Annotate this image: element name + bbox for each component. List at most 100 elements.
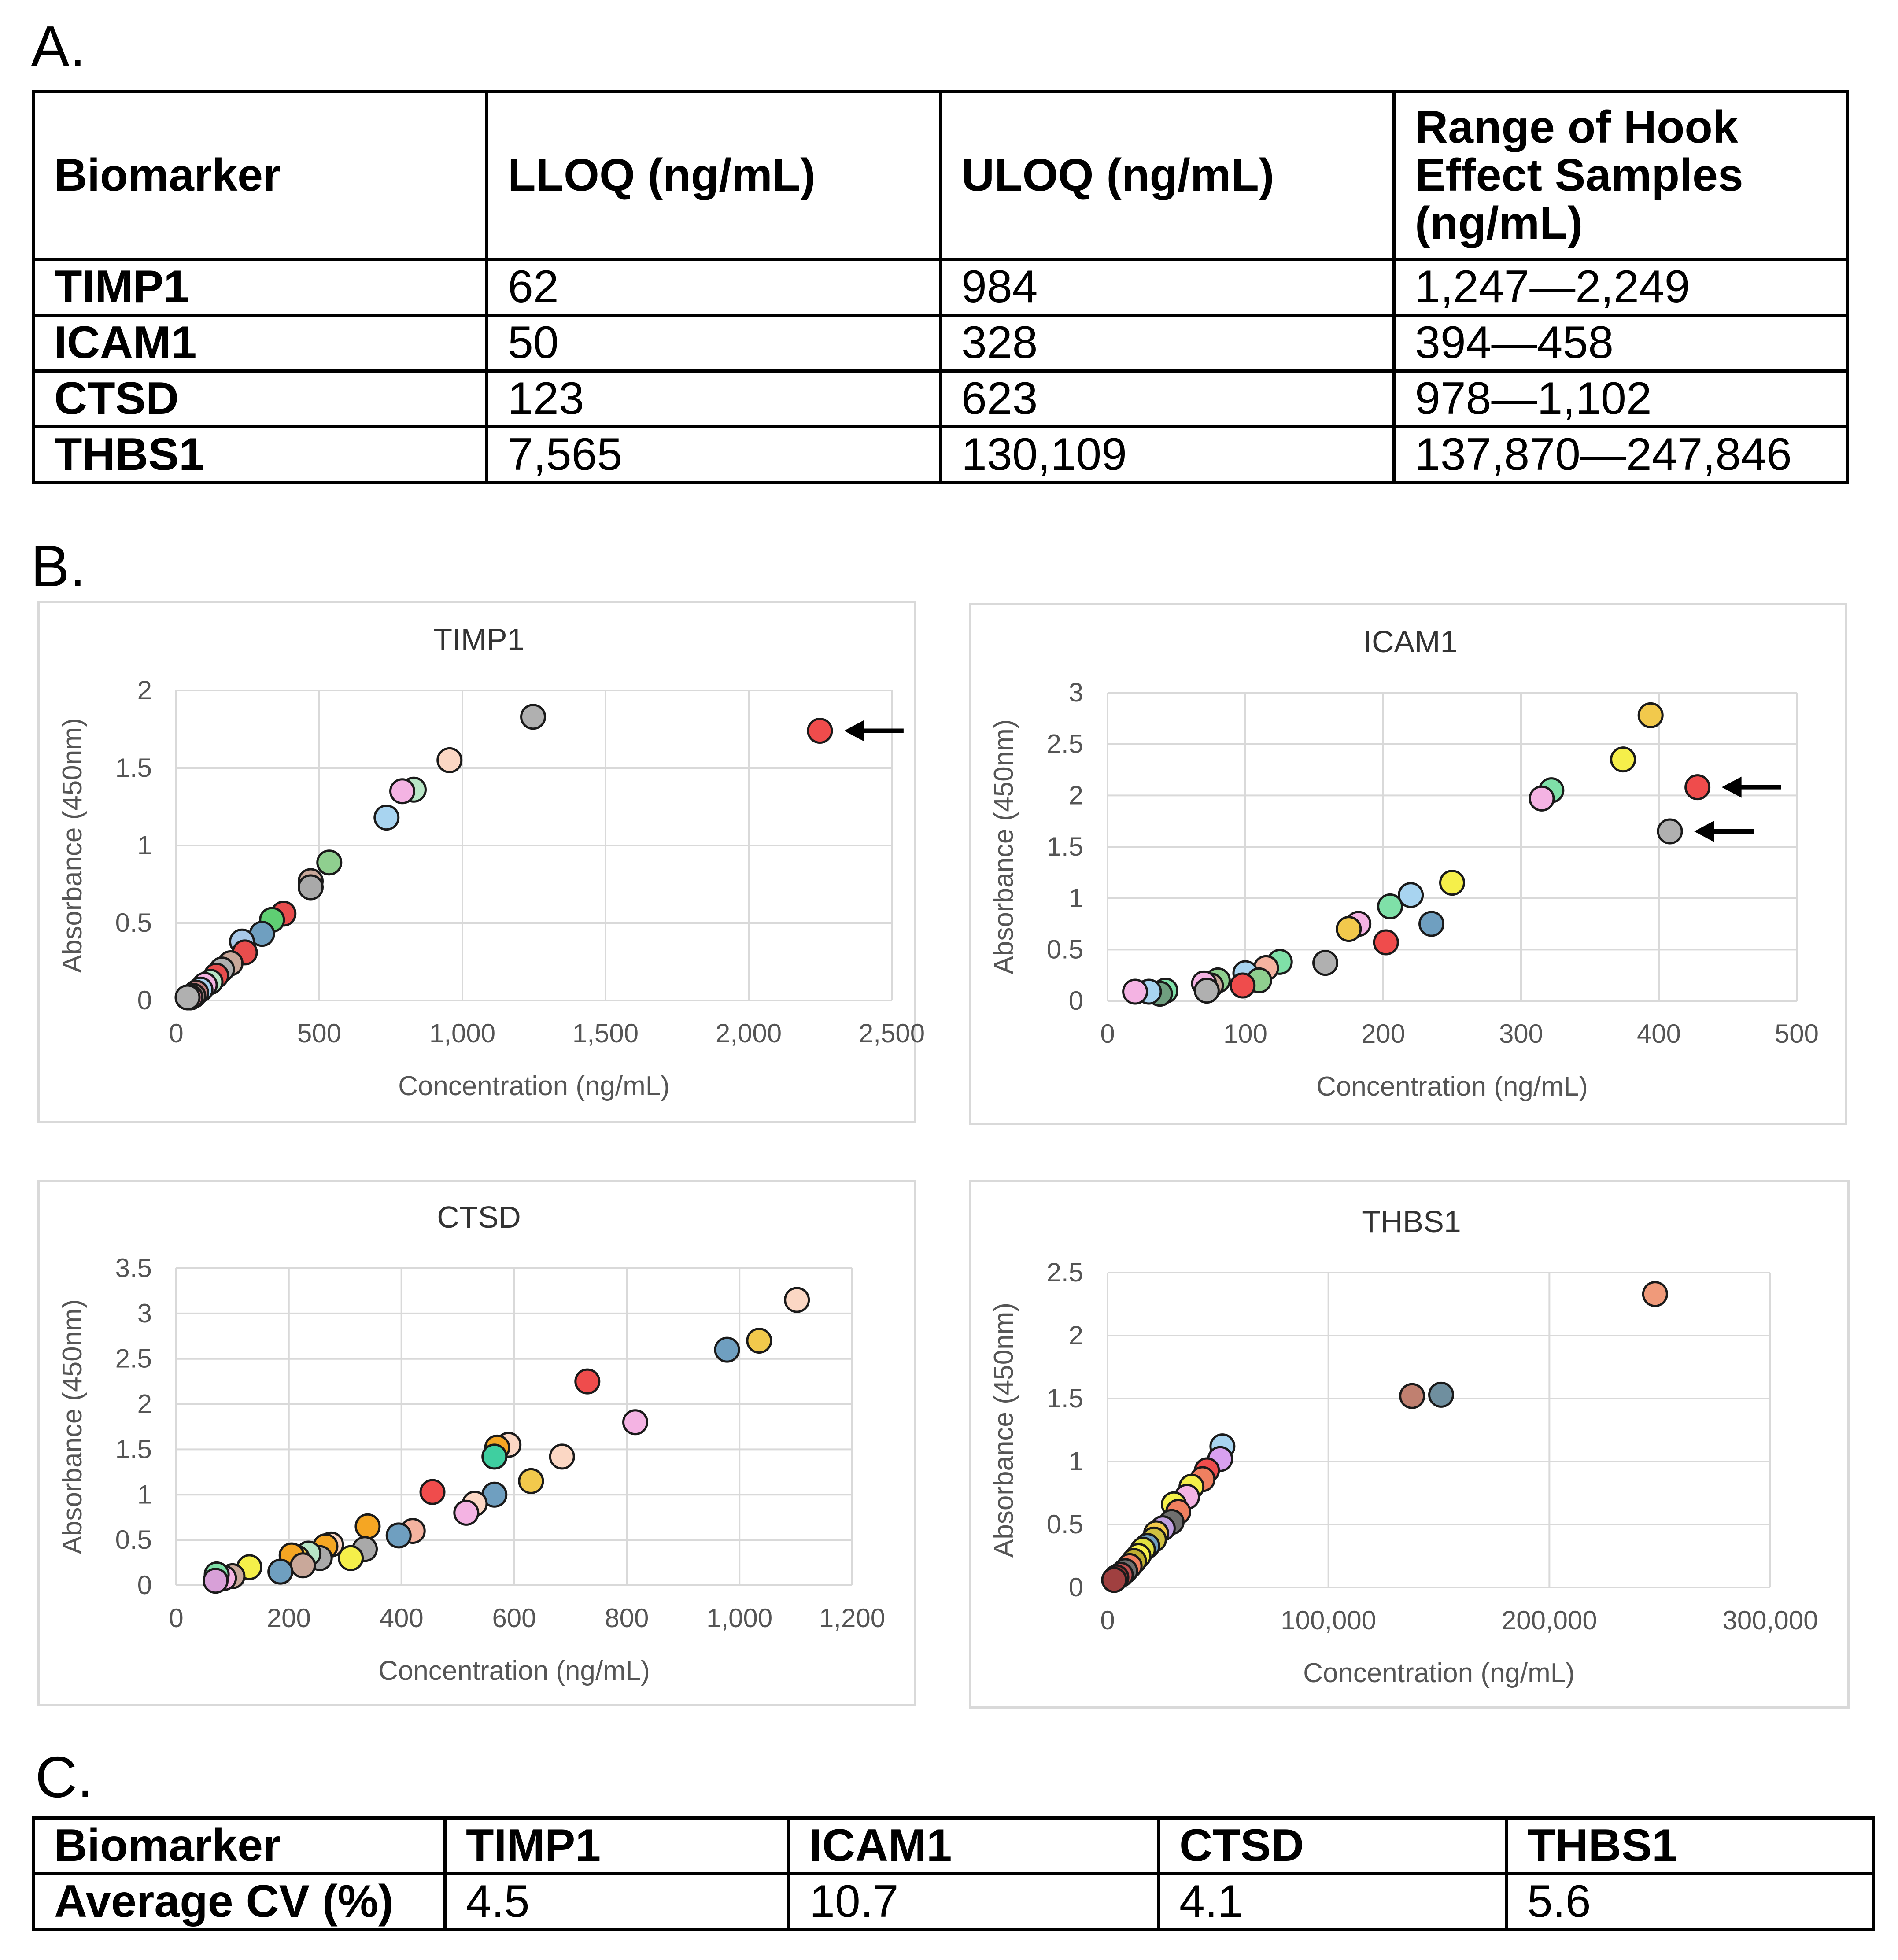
y-tick-label: 2.5 xyxy=(1047,729,1083,759)
x-tick-label: 100 xyxy=(1223,1019,1267,1048)
chart-timp1: TIMP1 0 0.5 1 1.5 2 0 500 1,000 1,500 2,000 2,500 Co… xyxy=(57,622,925,1101)
y-tick-label: 1.5 xyxy=(1047,1384,1083,1413)
data-point xyxy=(1193,978,1220,1004)
data-point xyxy=(419,1479,446,1505)
x-tick-label: 1,000 xyxy=(706,1603,772,1633)
cell-hook-range: 394—458 xyxy=(1392,314,1849,373)
y-tick-label: 0.5 xyxy=(115,1525,152,1554)
cell-biomarker: THBS1 xyxy=(32,425,488,484)
y-tick-label: 2 xyxy=(137,1389,152,1419)
cell-lloq: 50 xyxy=(485,314,942,373)
data-point xyxy=(784,1287,810,1313)
chart-title: THBS1 xyxy=(1362,1204,1461,1239)
x-tick-label: 0 xyxy=(169,1603,183,1633)
header-biomarker: Biomarker xyxy=(32,90,488,261)
data-point xyxy=(1684,774,1711,801)
table-row: Average CV (%) 4.5 10.7 4.1 5.6 xyxy=(32,1872,1875,1931)
data-point xyxy=(1312,950,1339,976)
cell-uloq: 984 xyxy=(939,258,1396,317)
x-tick-label: 200 xyxy=(1361,1019,1405,1048)
y-axis-label: Absorbance (450nm) xyxy=(989,1303,1019,1558)
data-point xyxy=(1377,893,1403,919)
cell-lloq: 7,565 xyxy=(485,425,942,484)
data-point xyxy=(518,1468,544,1494)
y-tick-label: 2.5 xyxy=(115,1344,152,1373)
data-point xyxy=(714,1336,740,1363)
y-tick-label: 0 xyxy=(1069,1572,1083,1602)
x-tick-label: 400 xyxy=(1637,1019,1681,1048)
y-tick-label: 1 xyxy=(137,1480,152,1509)
x-axis-label: Concentration (ng/mL) xyxy=(1303,1658,1575,1688)
data-point xyxy=(373,805,400,831)
y-axis-label: Absorbance (450nm) xyxy=(989,720,1019,974)
table-row: ICAM1 50 328 394—458 xyxy=(32,314,1849,373)
cell-biomarker: ICAM1 xyxy=(32,314,488,373)
x-tick-label: 1,500 xyxy=(572,1019,639,1048)
y-tick-label: 2 xyxy=(1069,1321,1083,1350)
chart-ctsd: CTSD 0 0.5 1 1.5 2 2.5 3 3.5 0 200 400 600 800 1,000 1,… xyxy=(57,1200,885,1686)
cv-value-ctsd: 4.1 xyxy=(1157,1872,1508,1931)
cell-biomarker: TIMP1 xyxy=(32,258,488,317)
data-point xyxy=(807,718,833,744)
chart-thbs1: THBS1 0 0.5 1 1.5 2 2.5 0 100,000 200,000 300,000 C… xyxy=(989,1204,1818,1688)
y-tick-label: 0 xyxy=(137,986,152,1015)
section-a-label: A. xyxy=(31,14,86,79)
x-tick-label: 1,200 xyxy=(819,1603,885,1633)
chart-panel-icam1: ICAM1 0 0.5 1 1.5 2 2.5 3 0 100 200 300 400 500 Concen… xyxy=(969,603,1847,1125)
cv-value-icam1: 10.7 xyxy=(787,1872,1160,1931)
cell-uloq: 623 xyxy=(939,369,1396,428)
data-point xyxy=(481,1443,508,1470)
hook-effect-arrow-icon xyxy=(1694,821,1754,842)
y-tick-label: 3.5 xyxy=(115,1253,152,1283)
y-tick-label: 2 xyxy=(1069,780,1083,810)
data-point xyxy=(203,1568,229,1594)
cell-biomarker: CTSD xyxy=(32,369,488,428)
chart-title: CTSD xyxy=(437,1200,521,1234)
y-axis-label: Absorbance (450nm) xyxy=(57,1299,88,1554)
limits-table: Biomarker LLOQ (ng/mL) ULOQ (ng/mL) Rang… xyxy=(32,90,1849,484)
data-point xyxy=(1439,870,1465,896)
data-point xyxy=(1529,785,1555,812)
chart-panel-ctsd: CTSD 0 0.5 1 1.5 2 2.5 3 3.5 0 200 400 600 800 1,000 1,… xyxy=(37,1180,916,1706)
data-point xyxy=(746,1328,772,1354)
x-tick-label: 200,000 xyxy=(1502,1606,1597,1635)
cv-header-timp1: TIMP1 xyxy=(443,1816,790,1875)
data-point xyxy=(354,1513,381,1539)
x-tick-label: 100,000 xyxy=(1281,1606,1376,1635)
chart-title: TIMP1 xyxy=(433,622,524,657)
cv-value-timp1: 4.5 xyxy=(443,1872,790,1931)
data-point xyxy=(1610,746,1636,773)
cell-lloq: 62 xyxy=(485,258,942,317)
data-point xyxy=(338,1545,364,1571)
y-tick-label: 1 xyxy=(1069,883,1083,913)
x-tick-label: 500 xyxy=(1775,1019,1819,1048)
y-tick-label: 1.5 xyxy=(115,1434,152,1464)
data-point xyxy=(1399,1383,1425,1409)
x-tick-label: 300,000 xyxy=(1723,1606,1818,1635)
hook-effect-arrow-icon xyxy=(1721,776,1781,798)
y-tick-label: 0 xyxy=(1069,986,1083,1015)
data-point xyxy=(290,1552,316,1579)
data-point xyxy=(1122,978,1148,1005)
data-point xyxy=(549,1443,575,1470)
data-point xyxy=(316,849,343,876)
cv-header-ctsd: CTSD xyxy=(1157,1816,1508,1875)
table-row: TIMP1 62 984 1,247—2,249 xyxy=(32,258,1849,317)
cv-header-icam1: ICAM1 xyxy=(787,1816,1160,1875)
data-point xyxy=(267,1558,294,1585)
header-lloq: LLOQ (ng/mL) xyxy=(485,90,942,261)
data-point xyxy=(1373,929,1399,956)
limits-table-header: Biomarker LLOQ (ng/mL) ULOQ (ng/mL) Rang… xyxy=(32,90,1849,261)
y-tick-label: 2 xyxy=(137,675,152,705)
y-tick-label: 1 xyxy=(1069,1447,1083,1476)
x-tick-label: 1,000 xyxy=(429,1019,495,1048)
data-point xyxy=(520,704,547,730)
cell-lloq: 123 xyxy=(485,369,942,428)
cell-uloq: 328 xyxy=(939,314,1396,373)
data-point xyxy=(436,747,463,773)
x-axis-label: Concentration (ng/mL) xyxy=(378,1656,650,1686)
table-row: CTSD 123 623 978—1,102 xyxy=(32,369,1849,428)
header-uloq: ULOQ (ng/mL) xyxy=(939,90,1396,261)
x-tick-label: 0 xyxy=(1100,1019,1115,1048)
header-hook-range: Range of Hook Effect Samples (ng/mL) xyxy=(1392,90,1849,261)
